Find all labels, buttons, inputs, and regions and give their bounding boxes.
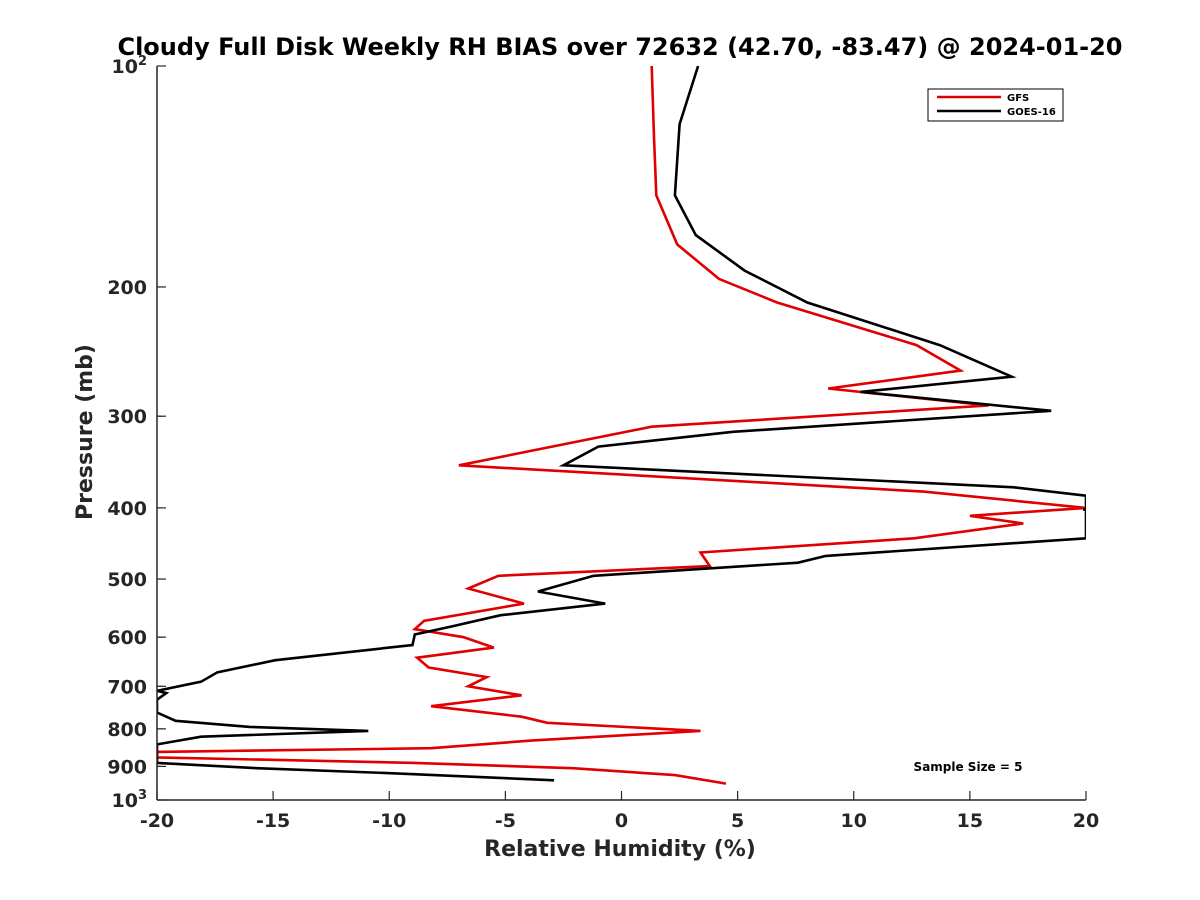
axes-layer: -20 -15 -10 -5 0 5 10 15 20 102 200 300 400 500 600 700… <box>107 54 1099 832</box>
y-axis-label: Pressure (mb) <box>73 344 98 520</box>
x-tick-label: -10 <box>372 810 406 832</box>
series-layer <box>157 66 1086 785</box>
legend-label-goes16: GOES-16 <box>1007 107 1056 118</box>
y-tick-label: 900 <box>107 756 147 778</box>
y-tick-label: 102 <box>112 54 148 78</box>
legend: GFS GOES-16 <box>927 88 1064 122</box>
y-tick-label: 500 <box>107 569 147 591</box>
x-tick-label: 15 <box>957 810 983 832</box>
x-tick-label: 10 <box>841 810 867 832</box>
y-tick-label: 103 <box>112 788 148 812</box>
x-tick-label: -5 <box>495 810 516 832</box>
y-tick-label: 800 <box>107 719 147 741</box>
sample-size-annotation: Sample Size = 5 <box>914 760 1023 774</box>
y-tick-label: 400 <box>107 498 147 520</box>
x-tick-label: 5 <box>731 810 744 832</box>
x-tick-label: 20 <box>1073 810 1099 832</box>
x-tick-label: 0 <box>615 810 628 832</box>
y-tick-label: 200 <box>107 277 147 299</box>
series-line-gfs <box>157 66 1086 785</box>
y-tick-label: 600 <box>107 627 147 649</box>
chart-title: Cloudy Full Disk Weekly RH BIAS over 726… <box>117 33 1122 61</box>
y-tick-label: 300 <box>107 406 147 428</box>
x-tick-label: -15 <box>256 810 290 832</box>
x-axis-label: Relative Humidity (%) <box>484 837 756 862</box>
y-tick-label: 700 <box>107 676 147 698</box>
plot-area: -20 -15 -10 -5 0 5 10 15 20 102 200 300 400 500 600 700… <box>107 54 1099 832</box>
series-line-goes16 <box>157 66 1086 782</box>
legend-label-gfs: GFS <box>1007 93 1029 104</box>
x-tick-label: -20 <box>140 810 174 832</box>
legend-box <box>927 88 1064 122</box>
